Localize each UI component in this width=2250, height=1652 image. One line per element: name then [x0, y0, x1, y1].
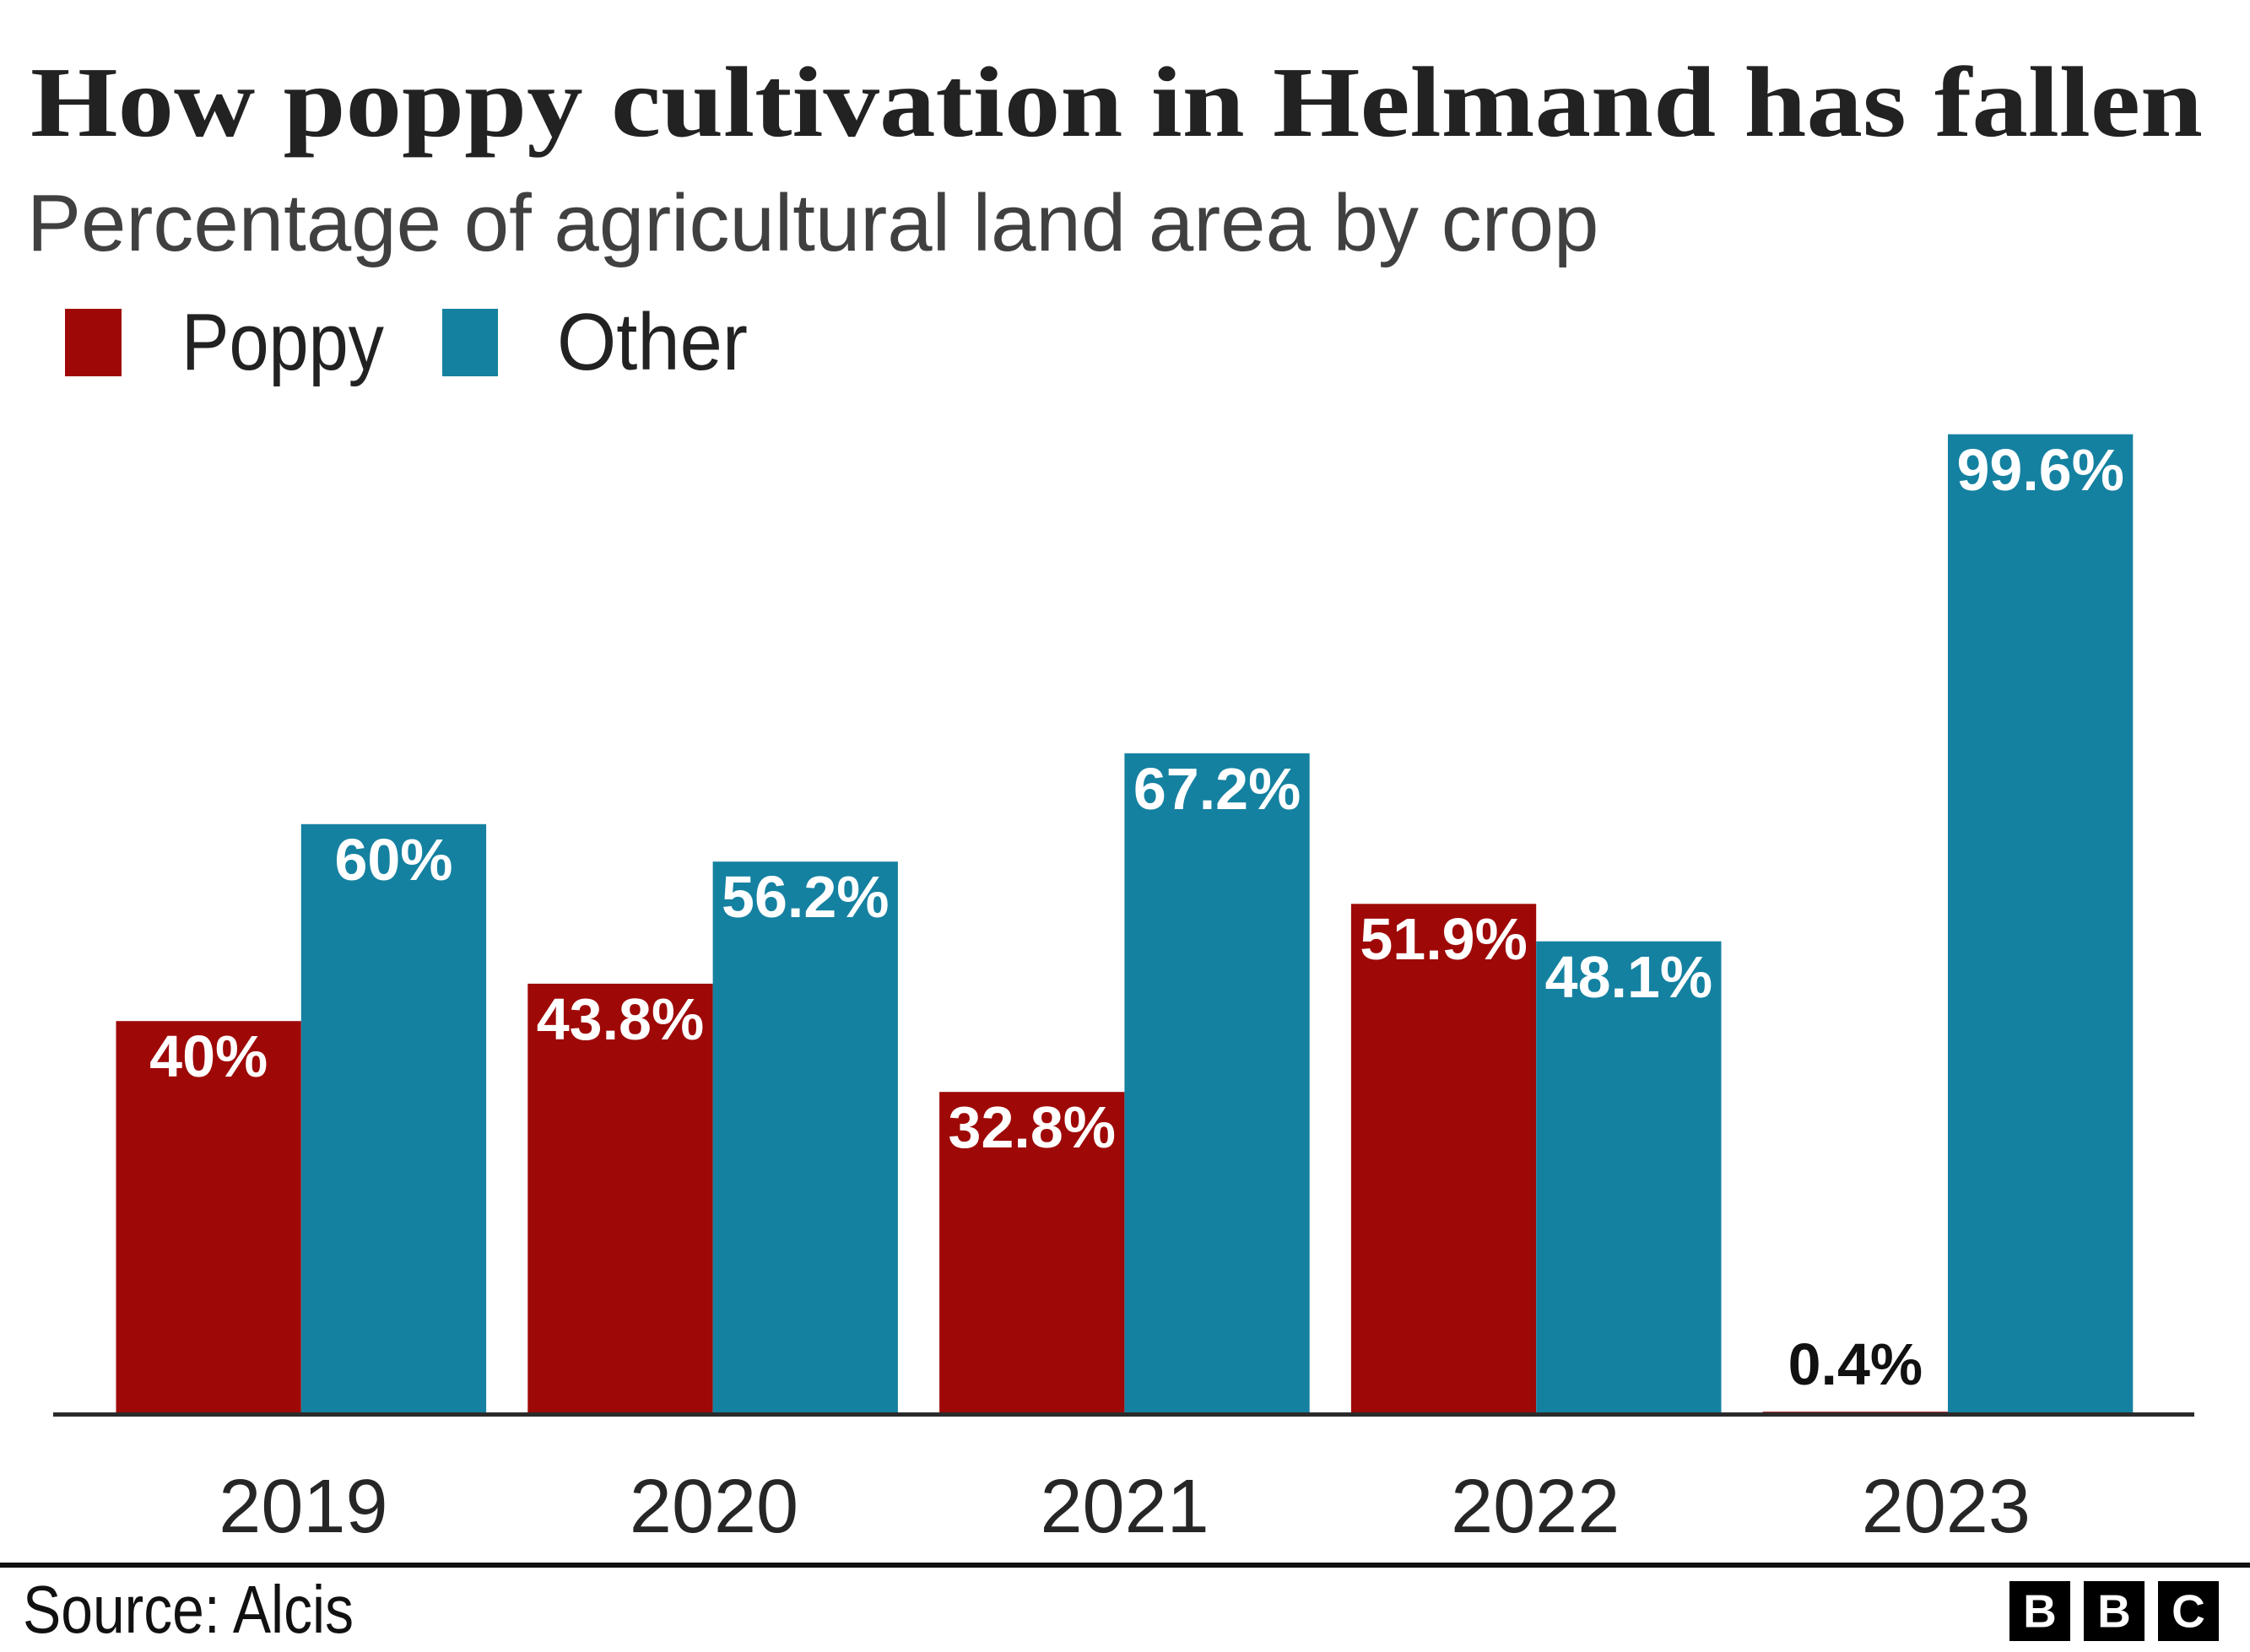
svg-text:67.2%: 67.2% — [1133, 756, 1301, 822]
svg-text:32.8%: 32.8% — [949, 1094, 1116, 1160]
svg-text:How poppy cultivation in Helma: How poppy cultivation in Helmand has fal… — [30, 46, 2203, 158]
svg-text:Percentage of agricultural lan: Percentage of agricultural land area by … — [27, 178, 1598, 268]
svg-text:C: C — [2172, 1585, 2205, 1637]
svg-text:B: B — [2097, 1585, 2131, 1637]
svg-text:0.4%: 0.4% — [1788, 1331, 1923, 1397]
svg-text:51.9%: 51.9% — [1360, 906, 1527, 972]
svg-text:B: B — [2023, 1585, 2057, 1637]
svg-text:Source: Alcis: Source: Alcis — [23, 1572, 354, 1647]
svg-text:56.2%: 56.2% — [722, 864, 889, 930]
svg-text:99.6%: 99.6% — [1956, 437, 2123, 503]
svg-text:43.8%: 43.8% — [537, 986, 704, 1052]
svg-text:2022: 2022 — [1451, 1465, 1620, 1549]
svg-text:48.1%: 48.1% — [1545, 944, 1712, 1010]
svg-text:2020: 2020 — [630, 1465, 798, 1549]
svg-text:2023: 2023 — [1862, 1465, 2031, 1549]
svg-text:Other: Other — [557, 297, 748, 387]
svg-text:Poppy: Poppy — [181, 297, 384, 387]
svg-text:60%: 60% — [334, 827, 452, 893]
svg-text:2021: 2021 — [1040, 1465, 1209, 1549]
svg-text:40%: 40% — [149, 1023, 268, 1089]
svg-text:2019: 2019 — [219, 1465, 387, 1549]
